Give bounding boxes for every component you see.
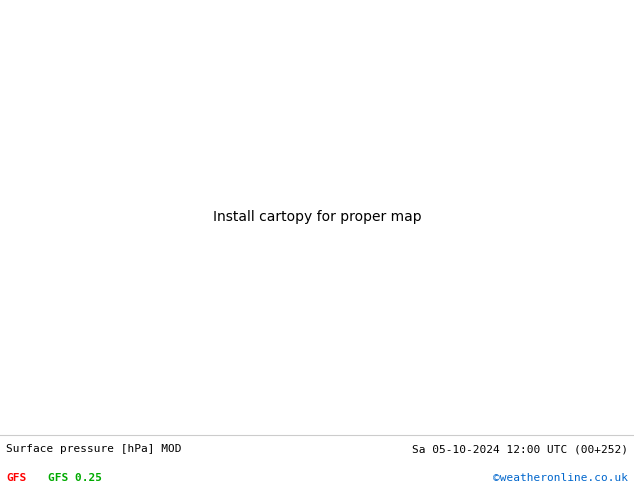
Text: Surface pressure [hPa] MOD: Surface pressure [hPa] MOD xyxy=(6,444,182,454)
Text: Install cartopy for proper map: Install cartopy for proper map xyxy=(212,210,422,224)
Text: ©weatheronline.co.uk: ©weatheronline.co.uk xyxy=(493,472,628,483)
Text: Sa 05-10-2024 12:00 UTC (00+252): Sa 05-10-2024 12:00 UTC (00+252) xyxy=(411,444,628,454)
Text: GFS 0.25: GFS 0.25 xyxy=(48,472,101,483)
Text: GFS: GFS xyxy=(6,472,27,483)
